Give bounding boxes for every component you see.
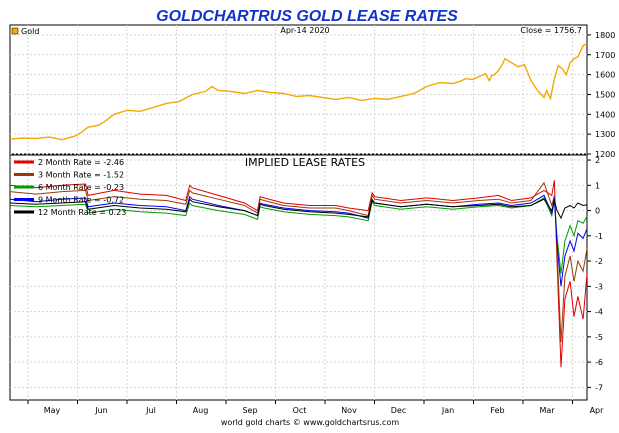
x-tick-label: Aug [193, 406, 209, 415]
lease-y-tick-label: -4 [595, 308, 603, 317]
legend-label: 6 Month Rate = -0.23 [38, 183, 124, 192]
lease-y-tick-label: -7 [595, 383, 603, 392]
lease-y-tick-label: 0 [595, 207, 600, 216]
gold-price-line [9, 42, 588, 141]
legend-label: 12 Month Rate = 0.23 [38, 208, 126, 217]
legend-label: 2 Month Rate = -2.46 [38, 158, 124, 167]
legend-swatch [14, 185, 34, 189]
chart-title: GOLDCHARTRUS GOLD LEASE RATES [156, 8, 458, 25]
lease-legend: 2 Month Rate = -2.46 3 Month Rate = -1.52… [14, 158, 126, 217]
lease-rate-lines [9, 180, 588, 368]
x-axis-months: May Jun Jul Aug Sep Oct Nov Dec Jan Feb Mar Apr [27, 400, 605, 415]
x-tick-label: Apr [590, 406, 605, 415]
legend-label: 3 Month Rate = -1.52 [38, 171, 124, 180]
lease-y-tick-label: -5 [595, 333, 603, 342]
lease-series-line [9, 194, 588, 287]
gold-legend-label: Gold [21, 27, 39, 36]
x-tick-label: Oct [293, 406, 307, 415]
gold-y-tick-label: 1700 [595, 51, 615, 60]
gold-price-grid [10, 34, 587, 155]
month-grid [27, 25, 573, 400]
x-tick-label: Jun [94, 406, 108, 415]
gold-y-tick-label: 1800 [595, 31, 615, 40]
gold-y-axis: 1200 1300 1400 1500 1600 1700 1800 [587, 31, 615, 159]
legend-swatch [14, 210, 34, 214]
gold-y-tick-label: 1300 [595, 130, 615, 139]
x-tick-label: Feb [490, 406, 504, 415]
gold-y-tick-label: 1600 [595, 71, 615, 80]
x-tick-label: Sep [242, 406, 257, 415]
close-label: Close = 1756.7 [520, 26, 582, 35]
lease-y-tick-label: 1 [595, 181, 600, 190]
gold-price-panel [9, 24, 588, 155]
gold-y-tick-label: 1200 [595, 150, 615, 159]
lease-series-line [9, 198, 588, 220]
lease-y-tick-label: -2 [595, 257, 603, 266]
x-tick-label: May [44, 406, 61, 415]
x-tick-label: Dec [391, 406, 406, 415]
gold-y-tick-label: 1500 [595, 90, 615, 99]
gold-legend-swatch [11, 27, 19, 35]
footer-credit: world gold charts © www.goldchartsrus.co… [221, 418, 399, 427]
lease-y-tick-label: -6 [595, 358, 603, 367]
x-tick-label: Mar [539, 406, 555, 415]
lease-y-tick-label: 2 [595, 156, 600, 165]
lease-series-line [9, 180, 588, 368]
gold-y-tick-label: 1400 [595, 110, 615, 119]
lease-series-line [9, 197, 588, 274]
x-tick-label: Jan [441, 406, 454, 415]
legend-swatch [14, 160, 34, 164]
x-tick-label: Nov [341, 406, 357, 415]
legend-swatch [14, 198, 34, 201]
x-tick-label: Jul [145, 406, 156, 415]
legend-swatch [14, 173, 34, 176]
lease-rate-panel [9, 154, 588, 401]
lease-y-tick-label: -1 [595, 232, 603, 241]
legend-label: 9 Month Rate = -0.72 [38, 196, 124, 205]
lease-y-axis: 2 1 0 -1 -2 -3 -4 -5 -6 -7 [587, 156, 603, 392]
lease-y-tick-label: -3 [595, 282, 603, 291]
lease-rates-subtitle: IMPLIED LEASE RATES [245, 156, 365, 169]
date-label: Apr-14 2020 [280, 26, 329, 35]
